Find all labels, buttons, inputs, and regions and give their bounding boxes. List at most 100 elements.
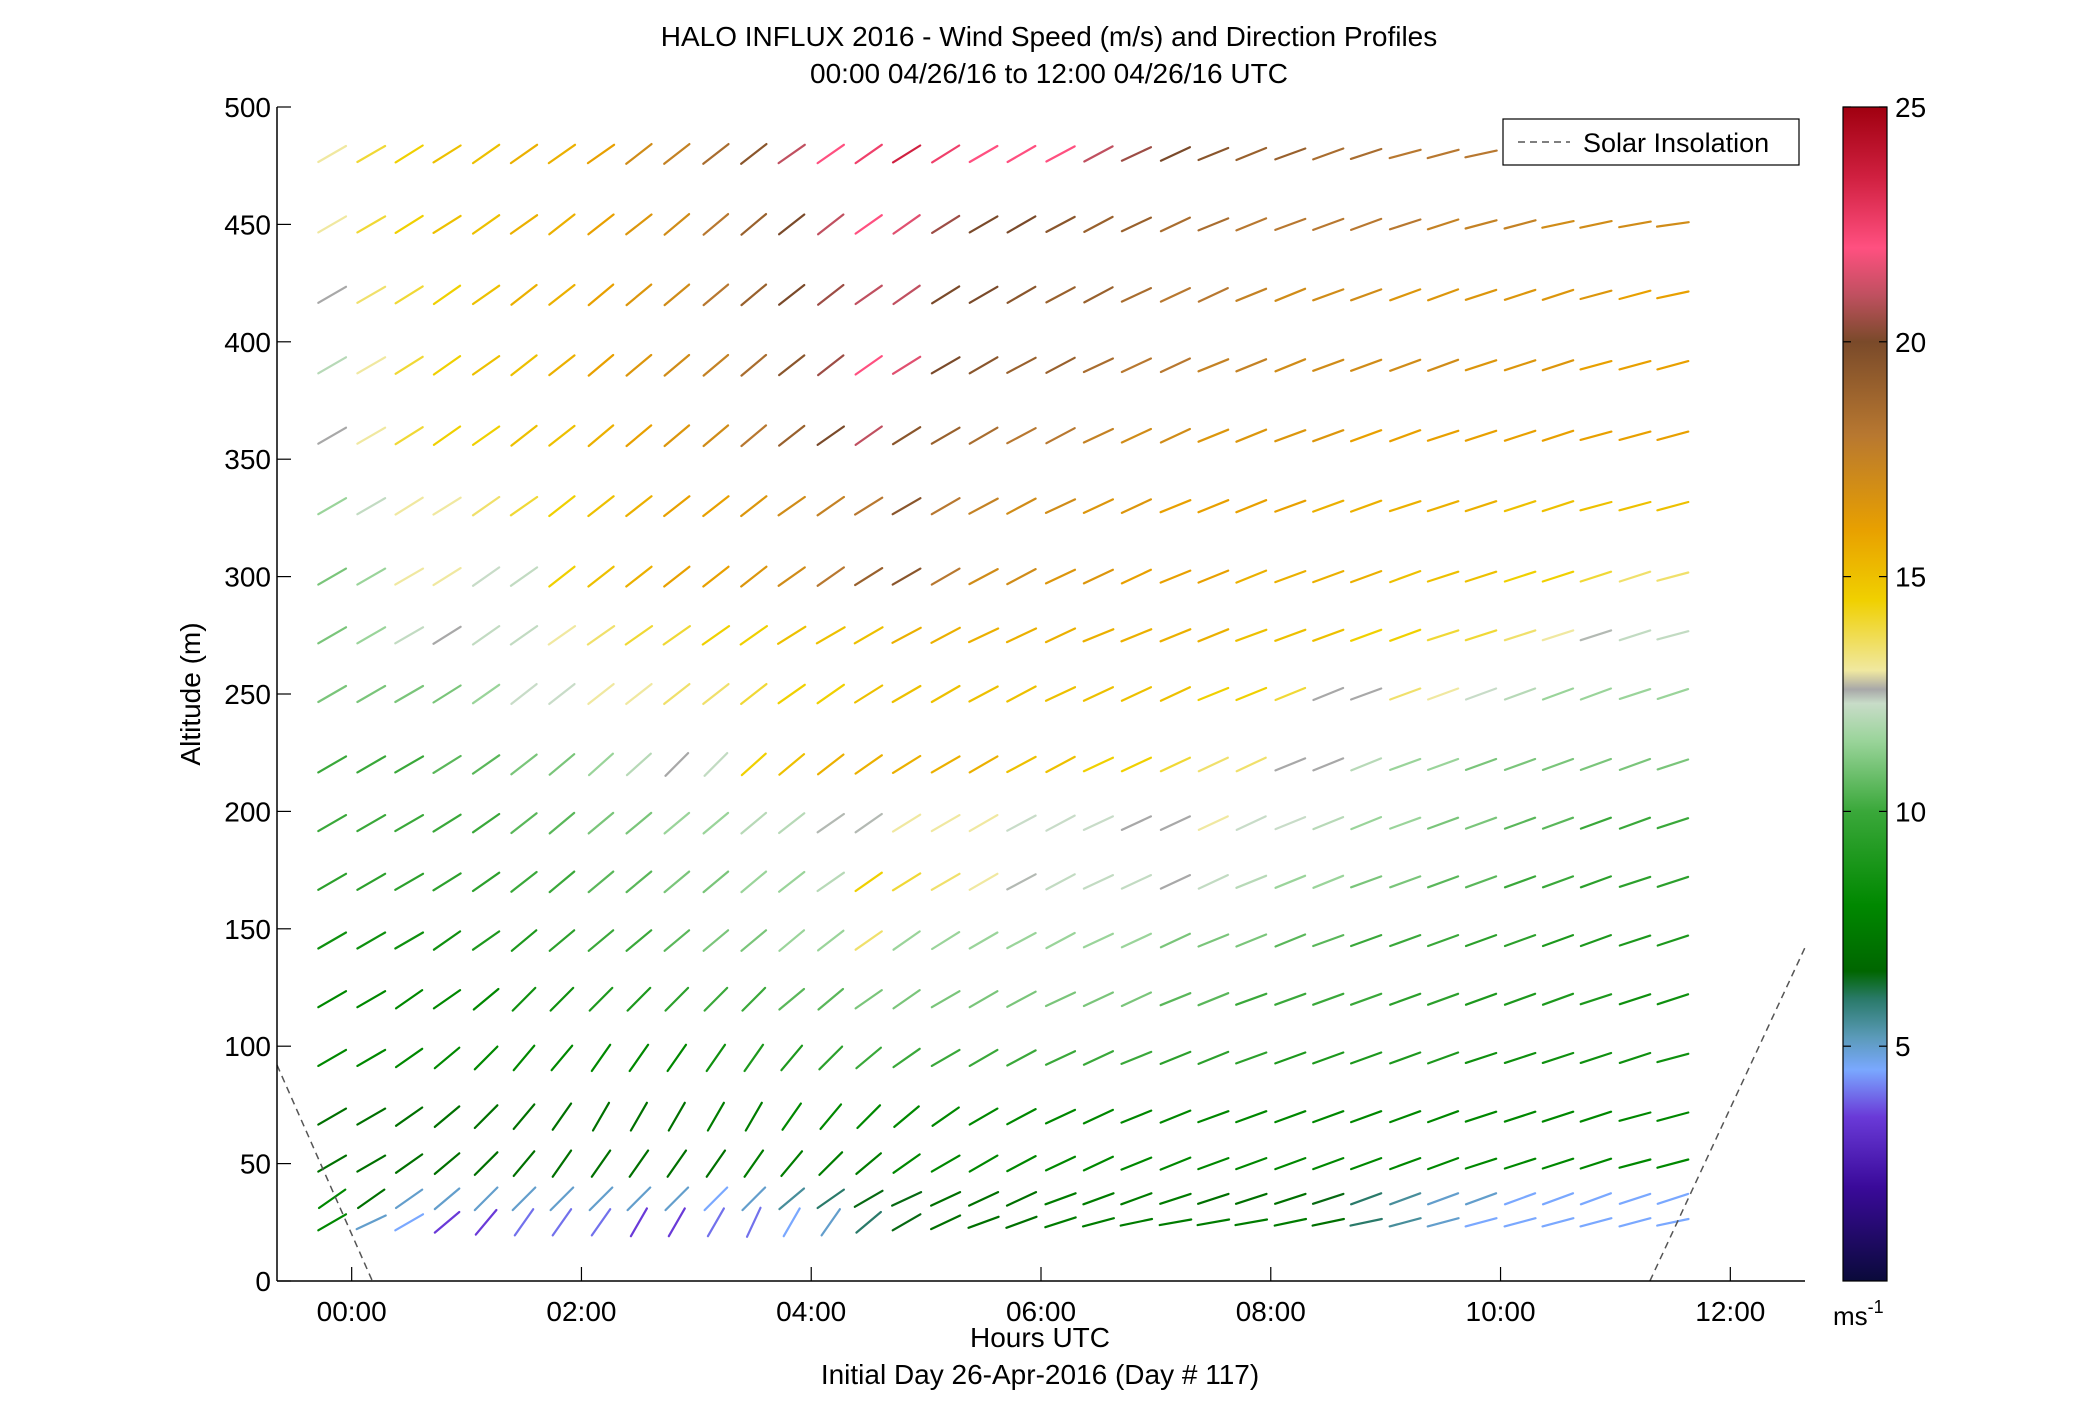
wind-vector xyxy=(588,1186,614,1212)
wind-vector xyxy=(1618,757,1652,772)
wind-vector xyxy=(1006,755,1037,774)
wind-vector xyxy=(1541,816,1575,830)
wind-vector xyxy=(512,1150,536,1178)
wind-vector xyxy=(663,929,691,952)
wind-vector xyxy=(471,566,501,587)
wind-vector xyxy=(317,1213,348,1232)
wind-vector xyxy=(587,283,615,307)
wind-vector xyxy=(394,426,424,446)
wind-vector xyxy=(1388,218,1422,231)
wind-vector xyxy=(892,988,921,1010)
wind-vector xyxy=(1044,568,1077,585)
wind-vector xyxy=(1197,815,1229,832)
wind-vector xyxy=(1159,873,1192,890)
wind-vector xyxy=(356,684,387,704)
wind-vector xyxy=(1120,686,1153,702)
wind-vector xyxy=(854,425,883,446)
wind-vector xyxy=(587,495,615,518)
wind-vector xyxy=(782,1207,801,1238)
wind-vector xyxy=(1235,428,1268,443)
wind-vector xyxy=(433,1152,461,1176)
colorbar-tick-label: 20 xyxy=(1895,327,1926,358)
wind-vector xyxy=(432,930,462,951)
wind-vector xyxy=(1503,816,1537,830)
colorbar-gradient xyxy=(1842,106,1888,1282)
wind-vector xyxy=(740,929,768,952)
wind-vector xyxy=(509,143,539,165)
wind-vector xyxy=(702,283,730,307)
y-tick-label: 350 xyxy=(224,444,271,475)
wind-vector xyxy=(1083,145,1114,163)
wind-vector xyxy=(510,870,538,893)
wind-vector xyxy=(930,872,961,891)
wind-vector xyxy=(1274,1051,1307,1065)
wind-vector xyxy=(1426,148,1460,160)
wind-vector xyxy=(1349,147,1383,160)
wind-vector xyxy=(1579,1157,1613,1170)
wind-vector xyxy=(1426,1110,1460,1124)
wind-vector xyxy=(968,931,999,950)
wind-vector xyxy=(356,990,387,1009)
wind-vector xyxy=(590,1149,612,1178)
wind-vector xyxy=(356,567,387,586)
wind-vector xyxy=(471,425,501,446)
wind-vector xyxy=(930,497,961,516)
wind-vector xyxy=(1159,815,1192,832)
wind-vector xyxy=(1045,145,1076,163)
wind-vector xyxy=(1618,816,1652,830)
wind-vector xyxy=(471,871,501,893)
wind-vector xyxy=(317,215,348,234)
wind-vector xyxy=(1349,499,1383,513)
wind-vector xyxy=(394,144,424,164)
wind-vector xyxy=(1350,757,1383,772)
wind-vector xyxy=(1656,500,1690,512)
wind-vector xyxy=(1503,1051,1537,1065)
wind-vector xyxy=(548,929,576,952)
wind-vector xyxy=(1579,1110,1613,1123)
wind-vector xyxy=(930,356,961,375)
wind-vector xyxy=(1389,875,1422,889)
wind-vector xyxy=(818,1151,844,1177)
wind-vector xyxy=(510,812,538,835)
wind-vector xyxy=(356,813,387,833)
wind-vector xyxy=(587,811,615,835)
wind-vector xyxy=(891,626,922,644)
wind-vector xyxy=(1197,686,1230,702)
wind-vector xyxy=(781,1102,803,1131)
wind-vector xyxy=(892,1153,921,1174)
wind-vector xyxy=(1579,220,1613,229)
wind-vector xyxy=(854,812,883,834)
colorbar-tick-label: 25 xyxy=(1895,92,1926,123)
wind-vector xyxy=(1618,1217,1652,1228)
wind-vectors xyxy=(317,143,1690,1238)
y-tick-label: 100 xyxy=(224,1031,271,1062)
wind-vector xyxy=(624,624,654,646)
wind-vector xyxy=(703,1186,729,1212)
wind-vector xyxy=(317,1048,348,1068)
wind-vector xyxy=(854,355,883,376)
wind-vector xyxy=(1389,816,1422,830)
y-axis-ticks: 0 50 100 150 200 250 300 350 400 450 500 xyxy=(224,92,291,1297)
wind-vector xyxy=(1541,359,1575,372)
wind-vector xyxy=(1349,429,1383,443)
wind-vector xyxy=(1159,1050,1192,1066)
wind-vector xyxy=(1120,357,1153,374)
colorbar-tick-label: 15 xyxy=(1895,562,1926,593)
wind-vector xyxy=(1006,285,1037,304)
wind-vector xyxy=(1082,686,1115,702)
wind-vector xyxy=(1197,933,1230,948)
wind-vector xyxy=(512,1103,536,1131)
wind-vector xyxy=(1312,1110,1345,1124)
y-tick-label: 500 xyxy=(224,92,271,123)
wind-vector xyxy=(317,626,348,645)
wind-vector xyxy=(1388,148,1422,160)
wind-vector xyxy=(705,1149,727,1178)
wind-vector xyxy=(1426,687,1460,701)
wind-vector xyxy=(1389,1051,1422,1065)
wind-vector xyxy=(473,1104,499,1130)
wind-vector xyxy=(1579,629,1613,642)
wind-vector xyxy=(1235,1051,1268,1065)
wind-vector xyxy=(777,683,806,705)
wind-vector xyxy=(548,811,576,835)
wind-vector xyxy=(1503,219,1537,230)
